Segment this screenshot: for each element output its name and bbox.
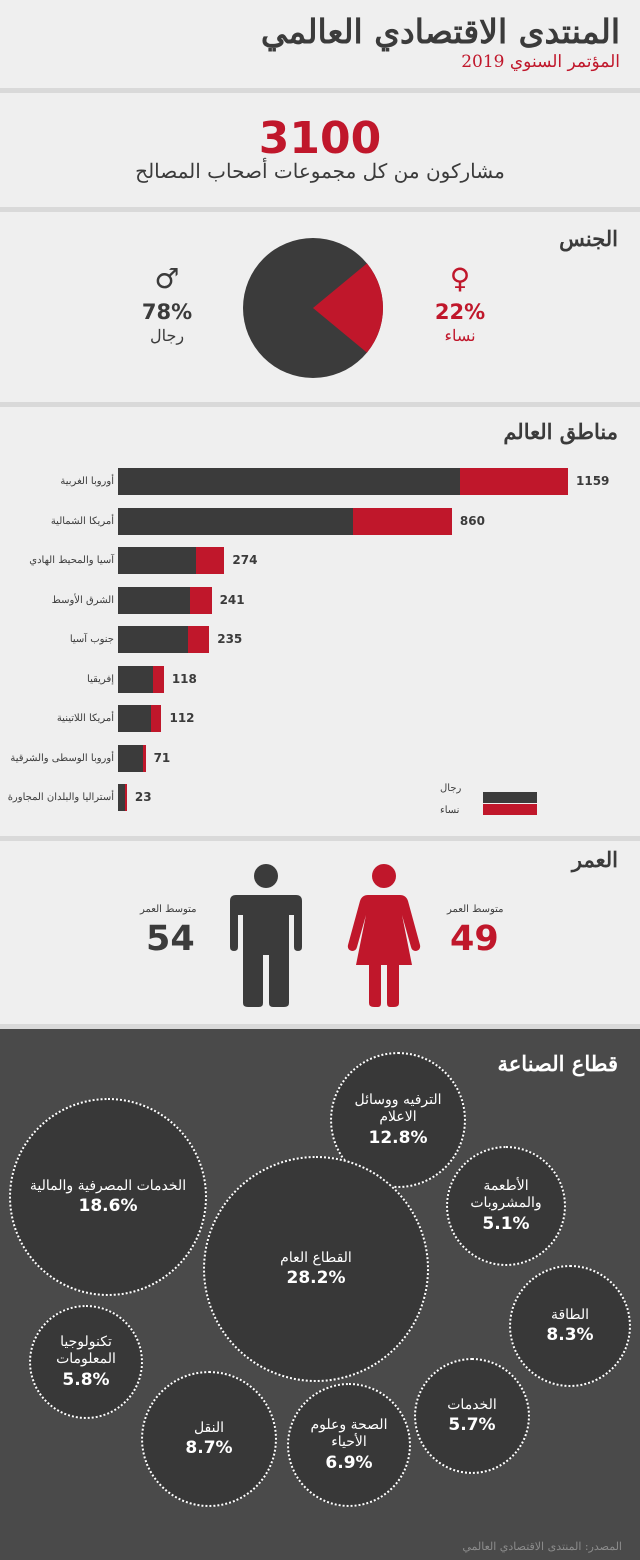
gender-pie-chart <box>243 238 383 378</box>
bar-women <box>353 507 452 535</box>
bubble-services: الخدمات 5.7% <box>414 1358 530 1474</box>
bar-category-label: الشرق الأوسط <box>51 594 114 606</box>
women-age-caption: متوسط العمر <box>447 904 504 915</box>
bar-category-label: جنوب آسيا <box>69 634 114 645</box>
bubble-value: 6.9% <box>325 1452 373 1473</box>
legend-men-label: رجال <box>440 783 462 794</box>
bubble-transport: النقل 8.7% <box>141 1371 277 1507</box>
bar-men <box>118 547 196 574</box>
bar-women <box>187 626 210 653</box>
female-symbol-icon: ♀ <box>449 262 471 295</box>
bar-women <box>124 784 127 811</box>
bubble-health: الصحة وعلوم الأحياء 6.9% <box>287 1383 411 1507</box>
industry-section-title: قطاع الصناعة <box>497 1051 618 1076</box>
bubble-value: 5.7% <box>448 1415 496 1436</box>
bar-men <box>118 586 191 614</box>
bar-category-label: أستراليا والبلدان المجاورة <box>7 792 114 803</box>
regions-section-title: مناطق العالم <box>503 419 618 444</box>
bar-men <box>118 784 125 811</box>
bar-total-value: 860 <box>459 513 485 528</box>
bar-women <box>143 744 146 772</box>
bar-category-label: أمريكا اللاتينية <box>56 713 114 724</box>
women-average-age: 49 <box>450 919 499 959</box>
industry-panel: قطاع الصناعة الترفيه ووسائل الاعلام 12.8… <box>0 1029 640 1560</box>
pie-slice-women <box>313 263 383 353</box>
bar-women <box>190 586 212 614</box>
age-section-title: العمر <box>571 847 618 872</box>
bar-men <box>118 705 151 732</box>
bubble-value: 12.8% <box>368 1127 428 1148</box>
woman-icon <box>347 864 421 1007</box>
bubble-label: الترفيه ووسائل الاعلام <box>354 1092 442 1125</box>
total-panel: 3100 مشاركون من كل مجموعات أصحاب المصالح <box>0 93 640 207</box>
bubble-value: 8.7% <box>185 1438 233 1459</box>
bubble-value: 5.1% <box>482 1213 530 1234</box>
source-note: المصدر: المنتدى الاقتصادي العالمي <box>462 1540 622 1553</box>
participants-count: 3100 <box>258 113 382 164</box>
bar-category-label: إفريقيا <box>87 673 114 685</box>
bubble-label: الخدمات المصرفية والمالية <box>29 1177 187 1194</box>
bar-total-value: 1159 <box>576 474 610 488</box>
bar-total-value: 112 <box>169 711 195 725</box>
bar-total-value: 274 <box>232 553 258 567</box>
bar-category-label: آسيا والمحيط الهادي <box>29 555 114 566</box>
men-percent: 78% <box>141 300 193 324</box>
legend-women-label: نساء <box>440 805 460 816</box>
men-label: رجال <box>149 326 185 345</box>
bar-men <box>118 507 354 535</box>
bar-category-label: أوروبا الغربية <box>60 476 114 487</box>
bar-total-value: 241 <box>219 592 245 607</box>
bar-women <box>150 705 162 732</box>
bubble-value: 18.6% <box>78 1196 138 1217</box>
bar-women <box>459 468 568 495</box>
bar-total-value: 118 <box>171 671 197 686</box>
bubble-label: الطاقة <box>550 1306 590 1323</box>
page-title: المنتدى الاقتصادي العالمي <box>260 12 620 51</box>
bubble-it: تكنولوجيا المعلومات 5.8% <box>29 1305 143 1419</box>
man-icon <box>230 864 302 1007</box>
bubble-public-sector: القطاع العام 28.2% <box>203 1156 429 1382</box>
header-panel: المنتدى الاقتصادي العالمي المؤتمر السنوي… <box>0 0 640 88</box>
bar-men <box>118 665 154 693</box>
bubble-label: القطاع العام <box>280 1249 352 1266</box>
bar-category-label: أمريكا الشمالية <box>50 515 114 527</box>
gender-section-title: الجنس <box>559 226 618 251</box>
bar-men <box>118 468 460 495</box>
bar-category-label: أوروبا الوسطى والشرقية <box>10 752 114 764</box>
regions-panel: مناطق العالم أوروبا الغربية 1159 أمريكا ال… <box>0 407 640 836</box>
bubble-label: الخدمات <box>447 1396 497 1413</box>
bar-women <box>153 665 164 693</box>
bubble-label: تكنولوجيا المعلومات <box>56 1334 116 1367</box>
bubble-food: الأطعمة والمشروبات 5.1% <box>446 1146 566 1266</box>
bubble-value: 5.8% <box>62 1369 110 1390</box>
male-symbol-icon: ♂ <box>154 262 180 295</box>
bubble-energy: الطاقة 8.3% <box>509 1265 631 1387</box>
bubble-label: النقل <box>193 1419 225 1436</box>
legend-women-swatch <box>483 804 537 815</box>
bubble-finance: الخدمات المصرفية والمالية 18.6% <box>9 1098 207 1296</box>
participants-caption: مشاركون من كل مجموعات أصحاب المصالح <box>135 159 505 183</box>
men-age-caption: متوسط العمر <box>140 904 197 915</box>
bubble-value: 28.2% <box>286 1268 346 1289</box>
bar-women <box>195 547 225 574</box>
bubble-label: الأطعمة والمشروبات <box>470 1178 542 1211</box>
bubble-label: الصحة وعلوم الأحياء <box>310 1417 388 1450</box>
age-panel: العمر متوسط العمر 54 متوسط العمر 49 <box>0 841 640 1024</box>
gender-panel: الجنس ♂ 78% رجال ♀ 22% نساء <box>0 212 640 402</box>
regions-bar-chart: أوروبا الغربية 1159 أمريكا الشمالية 860 آسيا… <box>0 407 640 836</box>
women-percent: 22% <box>434 300 486 324</box>
legend-men-swatch <box>483 792 537 803</box>
bar-total-value: 23 <box>134 790 152 804</box>
women-label: نساء <box>444 326 476 345</box>
page-subtitle: المؤتمر السنوي 2019 <box>461 52 620 72</box>
bar-total-value: 71 <box>153 750 171 765</box>
bar-men <box>118 626 188 653</box>
bar-men <box>118 744 144 772</box>
men-average-age: 54 <box>146 919 195 959</box>
bubble-value: 8.3% <box>546 1325 594 1346</box>
bar-total-value: 235 <box>217 632 243 646</box>
